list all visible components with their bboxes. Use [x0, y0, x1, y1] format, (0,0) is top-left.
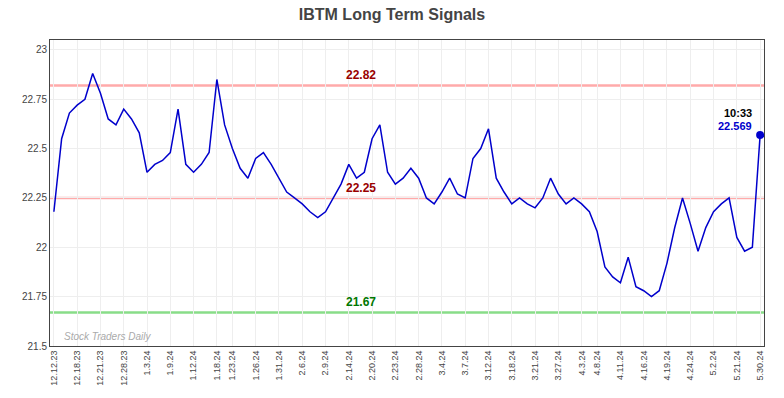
- svg-text:3.18.24: 3.18.24: [507, 351, 517, 381]
- svg-text:4.8.24: 4.8.24: [592, 351, 602, 376]
- svg-text:3.27.24: 3.27.24: [553, 351, 563, 381]
- svg-text:5.21.24: 5.21.24: [732, 351, 742, 381]
- svg-text:12.28.23: 12.28.23: [119, 351, 129, 386]
- svg-text:22.75: 22.75: [22, 94, 47, 105]
- svg-text:3.21.24: 3.21.24: [530, 351, 540, 381]
- svg-text:2.9.24: 2.9.24: [320, 351, 330, 376]
- svg-text:1.12.24: 1.12.24: [189, 351, 199, 381]
- svg-text:1.3.24: 1.3.24: [142, 351, 152, 376]
- svg-text:21.75: 21.75: [22, 291, 47, 302]
- svg-text:1.9.24: 1.9.24: [165, 351, 175, 376]
- svg-text:5.2.24: 5.2.24: [708, 351, 718, 376]
- svg-text:22: 22: [36, 242, 48, 253]
- svg-text:22.25: 22.25: [22, 192, 47, 203]
- svg-text:2.14.24: 2.14.24: [344, 351, 354, 381]
- svg-text:2.23.24: 2.23.24: [390, 351, 400, 381]
- svg-text:1.23.24: 1.23.24: [227, 351, 237, 381]
- svg-text:22.82: 22.82: [346, 68, 376, 82]
- svg-text:22.569: 22.569: [718, 120, 752, 132]
- svg-text:22.25: 22.25: [346, 181, 376, 195]
- svg-text:22.5: 22.5: [28, 143, 48, 154]
- svg-text:21.67: 21.67: [346, 295, 376, 309]
- svg-text:2.6.24: 2.6.24: [297, 351, 307, 376]
- svg-text:10:33: 10:33: [724, 107, 752, 119]
- svg-text:1.18.24: 1.18.24: [212, 351, 222, 381]
- svg-text:4.19.24: 4.19.24: [662, 351, 672, 381]
- svg-text:4.11.24: 4.11.24: [615, 351, 625, 380]
- svg-text:IBTM Long Term Signals: IBTM Long Term Signals: [299, 6, 485, 23]
- svg-text:4.24.24: 4.24.24: [685, 351, 695, 381]
- svg-text:3.12.24: 3.12.24: [483, 351, 493, 381]
- svg-text:3.4.24: 3.4.24: [437, 351, 447, 376]
- svg-text:4.16.24: 4.16.24: [639, 351, 649, 381]
- svg-text:21.5: 21.5: [28, 341, 48, 352]
- svg-text:12.12.23: 12.12.23: [49, 351, 59, 386]
- svg-text:12.18.23: 12.18.23: [72, 351, 82, 386]
- svg-text:1.26.24: 1.26.24: [251, 351, 261, 381]
- svg-text:5.30.24: 5.30.24: [755, 351, 765, 381]
- svg-text:3.7.24: 3.7.24: [460, 351, 470, 376]
- svg-text:Stock Traders Daily: Stock Traders Daily: [64, 331, 152, 342]
- svg-text:4.3.24: 4.3.24: [577, 351, 587, 376]
- svg-text:2.28.24: 2.28.24: [414, 351, 424, 381]
- svg-text:12.21.23: 12.21.23: [95, 351, 105, 386]
- svg-text:1.31.24: 1.31.24: [274, 351, 284, 381]
- svg-text:2.20.24: 2.20.24: [367, 351, 377, 381]
- svg-text:23: 23: [36, 44, 48, 55]
